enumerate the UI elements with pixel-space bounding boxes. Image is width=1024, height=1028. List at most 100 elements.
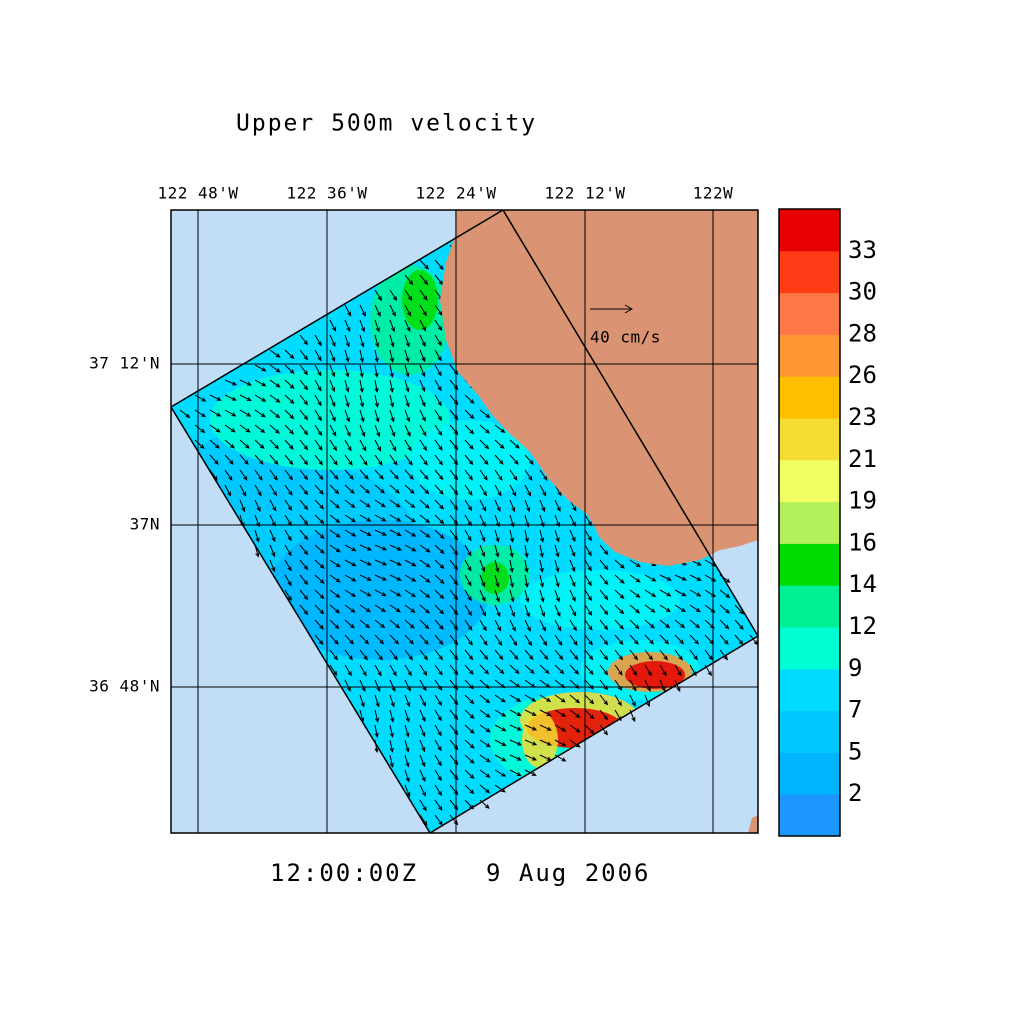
- arrow: [419, 304, 427, 317]
- arrow: [569, 709, 581, 719]
- arrow: [599, 664, 609, 676]
- arrow: [584, 589, 592, 602]
- arrow: [269, 394, 281, 403]
- arrow: [554, 559, 560, 573]
- arrow: [284, 499, 293, 511]
- arrow: [464, 724, 475, 734]
- arrow: [434, 424, 443, 436]
- arrow: [539, 574, 545, 588]
- arrow: [704, 649, 713, 661]
- arrow: [509, 559, 514, 573]
- colorbar-band: [779, 459, 840, 503]
- colorbar-band: [779, 292, 840, 335]
- arrow: [464, 499, 473, 512]
- arrow: [659, 589, 672, 597]
- arrow: [284, 349, 295, 360]
- arrow: [479, 529, 486, 543]
- reference-arrow: [590, 304, 634, 314]
- arrow: [569, 694, 581, 704]
- arrow: [374, 604, 387, 613]
- arrow: [329, 379, 336, 393]
- arrow: [239, 409, 252, 417]
- arrow: [299, 499, 309, 511]
- arrow: [389, 379, 394, 393]
- arrow: [479, 469, 488, 481]
- arrow: [359, 304, 366, 317]
- arrow: [404, 439, 412, 452]
- arrow: [419, 334, 426, 347]
- arrow: [374, 409, 380, 423]
- colorbar-band: [779, 334, 840, 377]
- arrow: [674, 649, 683, 661]
- arrow: [524, 754, 538, 761]
- arrow: [344, 409, 351, 423]
- arrow: [254, 514, 261, 528]
- arrow: [524, 469, 533, 481]
- arrow: [599, 634, 609, 646]
- arrow: [419, 664, 428, 676]
- arrow: [419, 634, 429, 645]
- arrow: [404, 679, 411, 692]
- arrow: [719, 604, 730, 614]
- arrow: [689, 649, 698, 661]
- arrow: [524, 694, 537, 702]
- arrow: [254, 364, 267, 372]
- arrow: [404, 634, 414, 645]
- arrow: [584, 529, 592, 542]
- arrow: [434, 544, 445, 555]
- arrow: [299, 469, 309, 481]
- arrow: [479, 484, 487, 497]
- arrow: [389, 349, 395, 363]
- arrow: [344, 574, 357, 582]
- arrow: [284, 589, 292, 602]
- arrow: [569, 559, 576, 573]
- arrow: [494, 634, 503, 646]
- arrow: [299, 484, 309, 496]
- arrow: [344, 379, 350, 393]
- arrow: [569, 589, 576, 602]
- colorbar-label: 33: [848, 236, 877, 264]
- arrow: [419, 364, 426, 378]
- arrow: [299, 394, 309, 406]
- arrow: [719, 589, 731, 599]
- arrow: [239, 484, 247, 497]
- arrow: [674, 574, 687, 581]
- arrow: [359, 574, 372, 581]
- arrow: [434, 739, 442, 752]
- arrow: [389, 694, 395, 708]
- arrow: [329, 574, 341, 583]
- arrow: [524, 544, 529, 558]
- arrow: [644, 664, 652, 677]
- arrow: [434, 394, 442, 407]
- arrow: [614, 634, 624, 646]
- arrow: [434, 529, 445, 540]
- arrow: [329, 394, 336, 408]
- arrow: [344, 634, 355, 645]
- arrow: [554, 514, 561, 528]
- arrow: [254, 394, 267, 402]
- arrow: [584, 724, 595, 735]
- arrow: [269, 484, 278, 497]
- arrow: [554, 589, 560, 603]
- arrow: [419, 754, 426, 768]
- arrow: [434, 484, 444, 495]
- arrow: [464, 529, 472, 542]
- arrow: [644, 634, 655, 645]
- arrow: [434, 304, 443, 316]
- arrow: [434, 664, 443, 676]
- arrow: [629, 694, 636, 707]
- arrow: [374, 454, 383, 466]
- arrow: [659, 574, 672, 581]
- arrow: [539, 619, 546, 632]
- arrow: [434, 589, 445, 600]
- arrow: [554, 664, 565, 675]
- arrow: [434, 499, 445, 510]
- arrow: [239, 454, 249, 465]
- colorbar-band: [779, 585, 840, 628]
- colorbar: 2 5 7 9 12 14 16 19 21 23 26 28 30 33: [778, 208, 877, 837]
- arrow: [404, 604, 416, 613]
- arrow: [584, 544, 592, 557]
- arrow: [584, 664, 594, 675]
- colorbar-label: 14: [848, 570, 877, 598]
- arrow: [719, 634, 729, 645]
